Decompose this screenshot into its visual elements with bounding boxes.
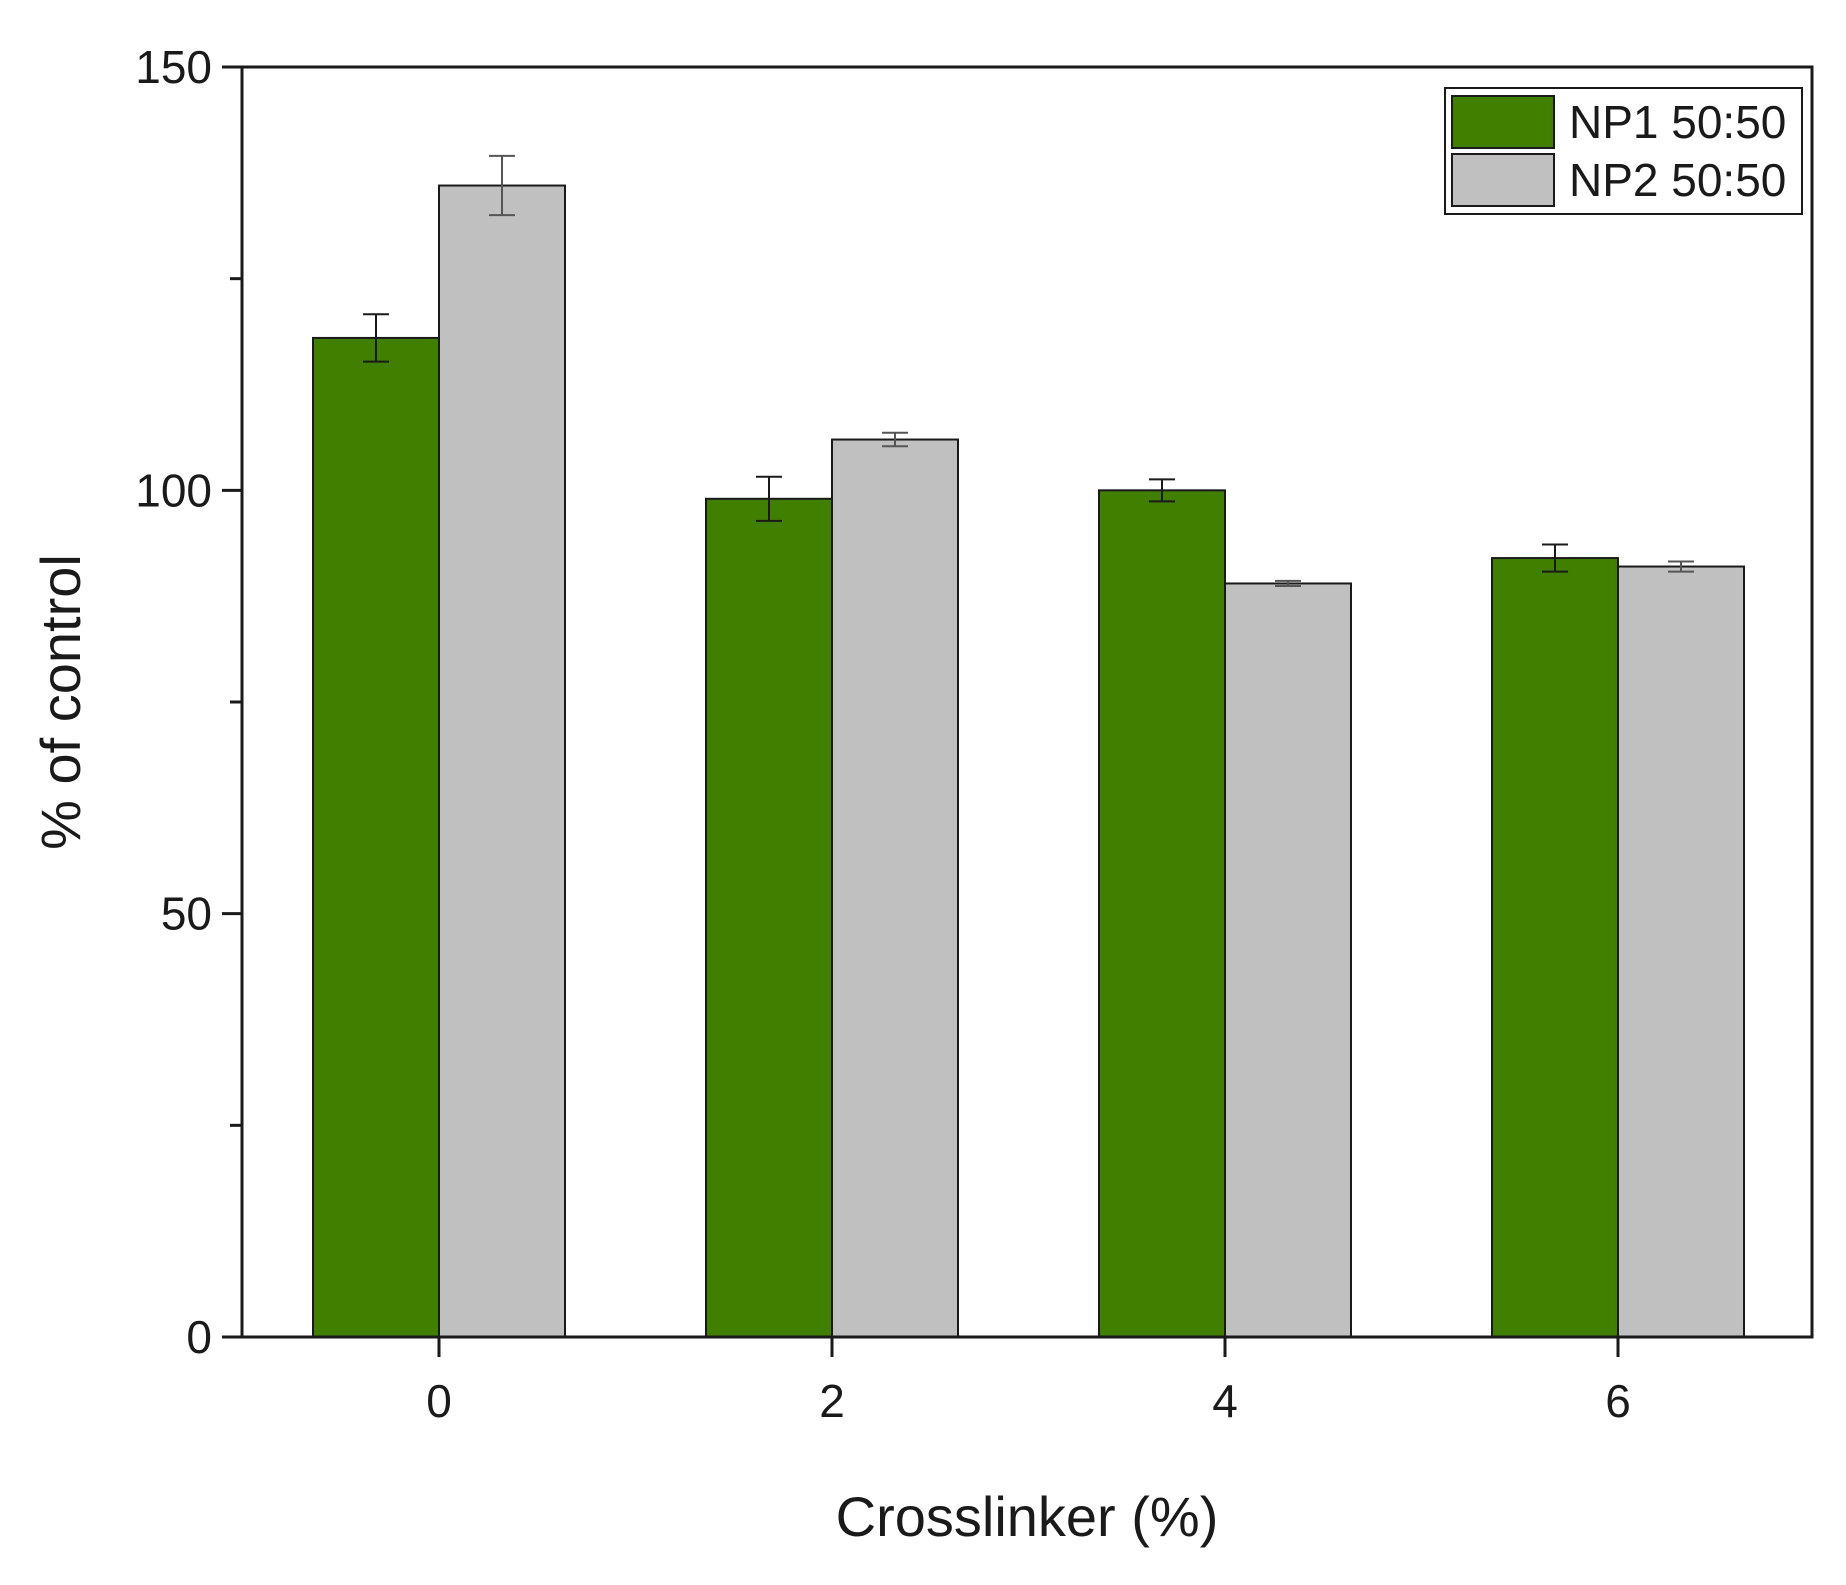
axes-layer: 0 50 100 150 0 2 4 6	[135, 41, 1631, 1427]
legend: NP1 50:50 NP2 50:50	[1444, 87, 1803, 215]
x-tick-label-2: 2	[819, 1375, 845, 1427]
error-bar-np1-0	[363, 313, 389, 363]
bar-np1-2	[705, 497, 833, 1338]
error-bar-np2-4	[1275, 579, 1301, 588]
y-tick-label-0: 0	[186, 1311, 212, 1363]
legend-swatch-np2	[1451, 153, 1555, 207]
error-bar-np1-4	[1149, 478, 1175, 503]
bars-layer	[312, 184, 1745, 1339]
error-bar-np2-0	[489, 154, 515, 217]
error-bar-np2-2	[882, 431, 908, 448]
legend-label-np1: NP1 50:50	[1569, 96, 1786, 148]
error-bars-layer	[363, 154, 1694, 588]
error-bar-np1-2	[756, 475, 782, 522]
error-bar-np1-6	[1542, 543, 1568, 573]
bar-np2-2	[831, 438, 959, 1338]
legend-swatch-np1	[1451, 95, 1555, 149]
x-axis-title: Crosslinker (%)	[836, 1485, 1219, 1548]
legend-label-np2: NP2 50:50	[1569, 154, 1786, 206]
error-bar-np2-6	[1668, 560, 1694, 573]
x-tick-label-0: 0	[426, 1375, 452, 1427]
bar-np2-4	[1224, 582, 1352, 1338]
bar-np1-4	[1098, 489, 1226, 1339]
y-axis-title: % of control	[29, 554, 92, 850]
x-tick-label-6: 6	[1605, 1375, 1631, 1427]
bar-np1-0	[312, 336, 440, 1338]
y-tick-label-150: 150	[135, 41, 212, 93]
bar-np2-0	[438, 184, 566, 1339]
y-tick-label-50: 50	[161, 888, 212, 940]
x-tick-label-4: 4	[1212, 1375, 1238, 1427]
bar-np2-6	[1617, 565, 1745, 1338]
bar-np1-6	[1491, 557, 1619, 1338]
y-tick-label-100: 100	[135, 464, 212, 516]
